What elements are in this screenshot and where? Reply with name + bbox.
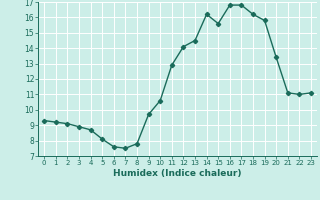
X-axis label: Humidex (Indice chaleur): Humidex (Indice chaleur)	[113, 169, 242, 178]
